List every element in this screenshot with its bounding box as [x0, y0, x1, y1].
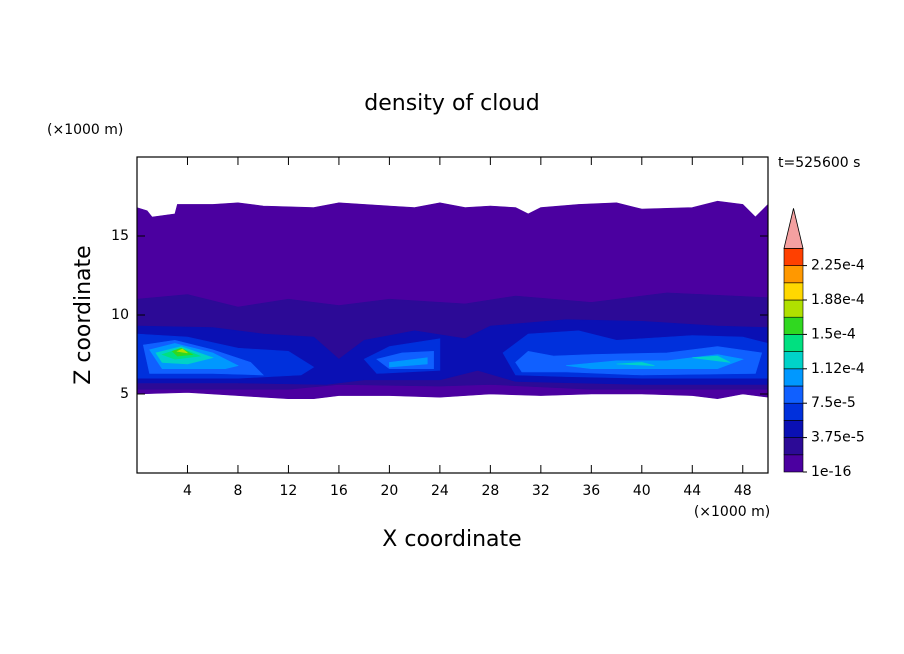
x-tick-label: 40 — [633, 483, 651, 499]
contour-region — [176, 348, 188, 354]
colorbar-band — [783, 385, 804, 404]
colorbar-band — [783, 282, 804, 301]
colorbar-band — [783, 437, 804, 456]
x-tick-label: 28 — [481, 483, 499, 499]
y-tick-label: 5 — [120, 386, 129, 402]
x-tick-label: 8 — [233, 483, 242, 499]
colorbar-tick-label: 7.5e-5 — [811, 395, 856, 411]
time-label: t=525600 s — [778, 155, 860, 171]
colorbar-band — [783, 402, 804, 421]
contour-region — [616, 362, 655, 366]
colorbar-band — [783, 248, 804, 266]
colorbar-band — [783, 265, 804, 284]
y-tick-label: 15 — [111, 228, 129, 244]
y-axis-title: Z coordinate — [71, 245, 96, 384]
x-tick-label: 44 — [683, 483, 701, 499]
x-tick-label: 12 — [280, 483, 298, 499]
x-tick-label: 36 — [582, 483, 600, 499]
colorbar-tick-label: 1.5e-4 — [811, 326, 856, 342]
x-axis-title: X coordinate — [382, 527, 521, 552]
colorbar-tick-label: 1.88e-4 — [811, 292, 865, 308]
y-unit: (×1000 m) — [47, 122, 123, 138]
chart-title: density of cloud — [364, 91, 539, 116]
y-tick-label: 10 — [111, 307, 129, 323]
colorbar-tick-label: 1e-16 — [811, 464, 851, 480]
x-tick-label: 16 — [330, 483, 348, 499]
colorbar-over — [783, 208, 804, 249]
colorbar-band — [783, 420, 804, 438]
colorbar-band — [783, 368, 804, 387]
colorbar-tick-label: 1.12e-4 — [811, 361, 865, 377]
x-tick-label: 48 — [734, 483, 752, 499]
x-tick-label: 24 — [431, 483, 449, 499]
x-tick-label: 4 — [183, 483, 192, 499]
colorbar-band — [783, 351, 804, 370]
colorbar-band — [783, 334, 804, 352]
contour-region — [389, 357, 428, 368]
colorbar-band — [783, 316, 804, 335]
colorbar-band — [783, 299, 804, 318]
colorbar-tick-label: 2.25e-4 — [811, 258, 865, 274]
contour-region — [692, 355, 731, 363]
x-tick-label: 32 — [532, 483, 550, 499]
colorbar-tick-label: 3.75e-5 — [811, 430, 865, 446]
x-tick-label: 20 — [380, 483, 398, 499]
x-unit: (×1000 m) — [694, 504, 770, 520]
colorbar-band — [783, 454, 804, 473]
